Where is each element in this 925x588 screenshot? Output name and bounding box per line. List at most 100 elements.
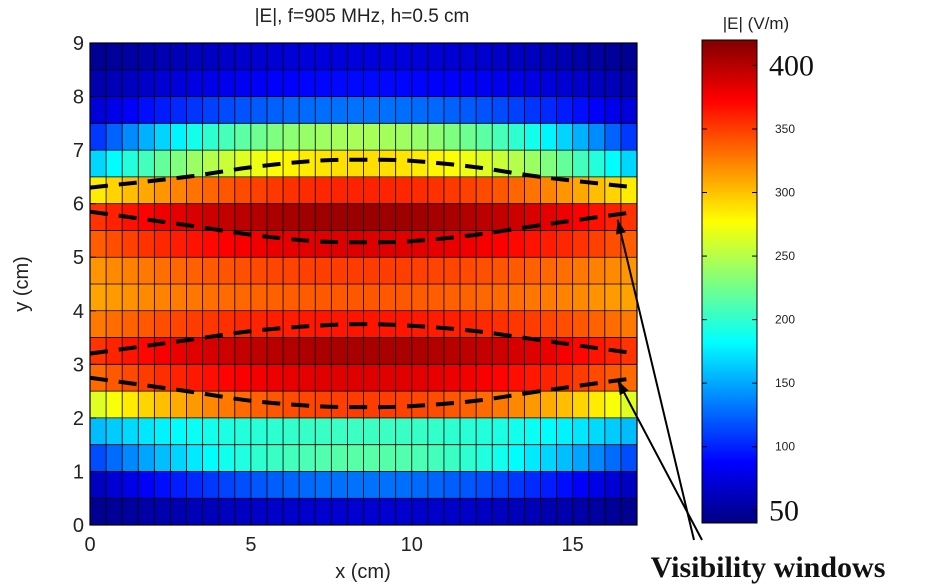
heatmap-cell bbox=[234, 69, 252, 97]
heatmap-cell bbox=[363, 230, 380, 258]
heatmap-cell bbox=[138, 230, 155, 258]
heatmap-cell bbox=[186, 471, 204, 499]
heatmap-cell bbox=[427, 230, 445, 258]
heatmap-cell bbox=[411, 284, 429, 312]
heatmap-cell bbox=[556, 43, 574, 71]
heatmap-cell bbox=[106, 203, 123, 231]
heatmap-cell bbox=[443, 310, 461, 338]
heatmap-cell bbox=[379, 337, 397, 365]
heatmap-cell bbox=[347, 471, 364, 499]
heatmap-cell bbox=[202, 230, 220, 258]
heatmap-cell bbox=[283, 43, 300, 71]
heatmap-cell bbox=[154, 364, 171, 392]
heatmap-cell bbox=[202, 69, 220, 97]
heatmap-cell bbox=[90, 310, 107, 338]
heatmap-cell bbox=[508, 176, 525, 205]
heatmap-cell bbox=[299, 69, 316, 97]
heatmap-cell bbox=[411, 257, 429, 285]
y-tick-label: 1 bbox=[73, 461, 84, 483]
heatmap-cell bbox=[250, 69, 268, 97]
heatmap-cell bbox=[170, 364, 187, 392]
heatmap-cell bbox=[379, 444, 397, 472]
heatmap-cell bbox=[347, 123, 364, 151]
heatmap-cell bbox=[620, 150, 638, 178]
heatmap-cell bbox=[218, 230, 236, 258]
heatmap-cell bbox=[331, 230, 348, 258]
heatmap-cell bbox=[572, 391, 590, 419]
heatmap-cell bbox=[283, 364, 300, 392]
heatmap-cell bbox=[363, 310, 380, 338]
heatmap-cell bbox=[427, 96, 445, 124]
heatmap-cell bbox=[234, 364, 252, 392]
heatmap-cell bbox=[524, 284, 541, 312]
heatmap-cell bbox=[508, 364, 525, 392]
heatmap-cell bbox=[476, 364, 493, 392]
heatmap-cell bbox=[90, 257, 107, 285]
heatmap-cell bbox=[202, 43, 220, 71]
heatmap-cell bbox=[218, 498, 236, 526]
heatmap-cell bbox=[588, 471, 606, 499]
heatmap-cell bbox=[186, 96, 204, 124]
heatmap-cell bbox=[620, 284, 638, 312]
x-tick-label: 15 bbox=[562, 534, 584, 556]
heatmap-cell bbox=[106, 498, 123, 526]
heatmap-cell bbox=[283, 176, 300, 205]
heatmap-cell bbox=[379, 498, 397, 526]
heatmap-cell bbox=[508, 96, 525, 124]
heatmap-cell bbox=[138, 176, 155, 205]
heatmap-cell bbox=[250, 284, 268, 312]
heatmap-cell bbox=[250, 364, 268, 392]
heatmap-cell bbox=[218, 391, 236, 419]
heatmap-cell bbox=[443, 284, 461, 312]
heatmap-cell bbox=[588, 257, 606, 285]
heatmap-cell bbox=[492, 310, 509, 338]
heatmap-cell bbox=[202, 498, 220, 526]
heatmap-cell bbox=[106, 257, 123, 285]
heatmap-cell bbox=[266, 203, 284, 231]
heatmap-cell bbox=[588, 337, 606, 365]
heatmap-cell bbox=[540, 391, 557, 419]
heatmap-cell bbox=[620, 444, 638, 472]
heatmap-cell bbox=[556, 257, 574, 285]
heatmap-cell bbox=[492, 176, 509, 205]
heatmap-cell bbox=[411, 43, 429, 71]
heatmap-cell bbox=[122, 123, 139, 151]
heatmap-cell bbox=[604, 444, 622, 472]
heatmap-cell bbox=[379, 417, 397, 446]
heatmap-cell bbox=[331, 498, 348, 526]
heatmap-cell bbox=[443, 364, 461, 392]
heatmap-cell bbox=[170, 257, 187, 285]
y-axis-ticks: 0 1 2 3 4 5 6 7 8 9 bbox=[73, 33, 96, 537]
heatmap-cell bbox=[90, 471, 107, 499]
x-axis-ticks: 0 5 10 15 bbox=[84, 519, 584, 556]
heatmap-cell bbox=[202, 444, 220, 472]
heatmap-cell bbox=[492, 498, 509, 526]
heatmap-cell bbox=[588, 150, 606, 178]
heatmap-cell bbox=[106, 123, 123, 151]
heatmap-cell bbox=[427, 498, 445, 526]
heatmap-cell bbox=[90, 69, 107, 97]
heatmap-cell bbox=[524, 69, 541, 97]
heatmap-cell bbox=[443, 337, 461, 365]
heatmap-cell bbox=[379, 257, 397, 285]
heatmap-cell bbox=[250, 43, 268, 71]
heatmap-cell bbox=[266, 310, 284, 338]
heatmap-cell bbox=[540, 203, 557, 231]
heatmap-cell bbox=[524, 176, 541, 205]
annotation-text: Visibility windows bbox=[651, 551, 886, 584]
heatmap-cell bbox=[331, 123, 348, 151]
y-tick-label: 3 bbox=[73, 354, 84, 376]
heatmap-cell bbox=[411, 150, 429, 178]
heatmap-cell bbox=[170, 150, 187, 178]
heatmap-cell bbox=[572, 43, 590, 71]
heatmap-cell bbox=[331, 203, 348, 231]
heatmap-cell bbox=[250, 203, 268, 231]
heatmap-cell bbox=[604, 230, 622, 258]
heatmap-cell bbox=[604, 310, 622, 338]
heatmap-cell bbox=[395, 417, 413, 446]
heatmap-cell bbox=[540, 310, 557, 338]
heatmap-cell bbox=[556, 310, 574, 338]
heatmap-cell bbox=[588, 96, 606, 124]
heatmap-cell bbox=[524, 337, 541, 365]
heatmap-cell bbox=[572, 310, 590, 338]
